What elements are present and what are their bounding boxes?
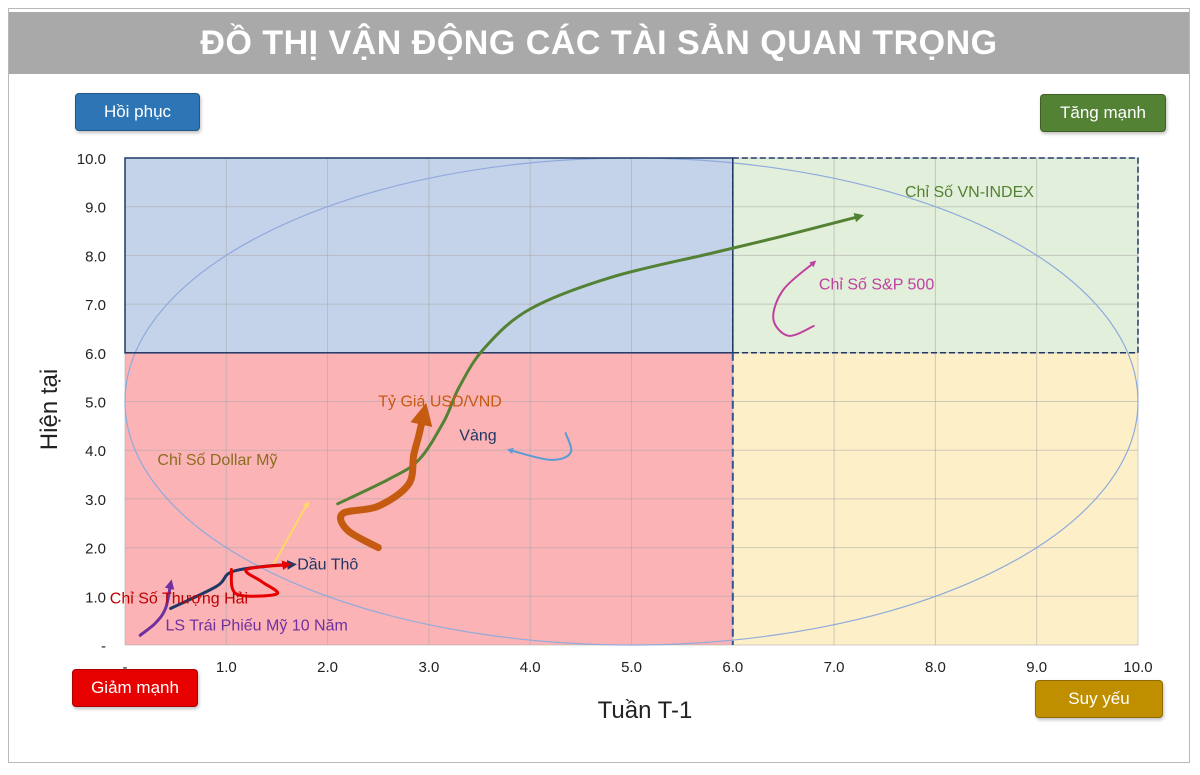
quadrant-badge-weakening: Suy yếu bbox=[1035, 680, 1163, 718]
x-tick-label: 5.0 bbox=[621, 659, 642, 676]
y-tick-label: 1.0 bbox=[85, 589, 106, 606]
x-tick-label: 2.0 bbox=[317, 659, 338, 676]
quadrant-badge-label: Tăng mạnh bbox=[1060, 103, 1146, 122]
y-tick-label: 4.0 bbox=[85, 443, 106, 460]
x-tick-label: 1.0 bbox=[216, 659, 237, 676]
series-label: Chỉ Số VN-INDEX bbox=[905, 184, 1034, 201]
x-tick-label: 7.0 bbox=[824, 659, 845, 676]
quadrant-badge-recovery: Hồi phục bbox=[75, 93, 200, 131]
quadrant-badge-label: Suy yếu bbox=[1068, 689, 1130, 708]
quadrant-badge-label: Hồi phục bbox=[103, 102, 172, 121]
series-label: Dầu Thô bbox=[297, 557, 358, 574]
x-tick-label: 3.0 bbox=[418, 659, 439, 676]
y-tick-label: 2.0 bbox=[85, 541, 106, 558]
quadrant-badge-strong-decline: Giảm mạnh bbox=[72, 669, 198, 707]
x-tick-label: 10.0 bbox=[1123, 659, 1152, 676]
x-tick-label: 4.0 bbox=[520, 659, 541, 676]
y-tick-label: 6.0 bbox=[85, 346, 106, 363]
series-line bbox=[229, 560, 292, 598]
series-line bbox=[337, 402, 433, 552]
y-tick-label: - bbox=[101, 638, 106, 655]
series-label: LS Trái Phiếu Mỹ 10 Năm bbox=[166, 617, 348, 634]
series-line bbox=[138, 579, 175, 637]
series-label: Chỉ Số S&P 500 bbox=[819, 276, 934, 293]
x-tick-label: 6.0 bbox=[722, 659, 743, 676]
region-border bbox=[732, 157, 1139, 354]
quadrant-badge-label: Giảm mạnh bbox=[91, 678, 179, 697]
series-label: Chỉ Số Thượng Hải bbox=[110, 591, 248, 608]
y-tick-label: 3.0 bbox=[85, 492, 106, 509]
y-tick-label: 5.0 bbox=[85, 395, 106, 412]
title-banner: ĐỒ THỊ VẬN ĐỘNG CÁC TÀI SẢN QUAN TRỌNG bbox=[9, 12, 1189, 74]
x-tick-label: 9.0 bbox=[1026, 659, 1047, 676]
series-line bbox=[772, 260, 817, 337]
series-label: Vàng bbox=[459, 427, 496, 444]
y-axis-title: Hiện tại bbox=[36, 369, 63, 450]
quadrant-badge-strong-gain: Tăng mạnh bbox=[1040, 94, 1166, 132]
y-tick-label: 10.0 bbox=[77, 151, 106, 168]
y-tick-label: 9.0 bbox=[85, 200, 106, 217]
y-tick-label: 8.0 bbox=[85, 248, 106, 265]
series-line bbox=[506, 432, 573, 461]
x-tick-label: 8.0 bbox=[925, 659, 946, 676]
series-label: Tỷ Giá USD/VND bbox=[378, 393, 502, 410]
y-tick-label: 7.0 bbox=[85, 297, 106, 314]
x-axis-title: Tuần T-1 bbox=[598, 697, 693, 724]
page-title: ĐỒ THỊ VẬN ĐỘNG CÁC TÀI SẢN QUAN TRỌNG bbox=[200, 23, 998, 62]
x-tick-label: - bbox=[123, 659, 128, 676]
series-line bbox=[270, 501, 309, 569]
series-label: Chỉ Số Dollar Mỹ bbox=[157, 452, 277, 469]
